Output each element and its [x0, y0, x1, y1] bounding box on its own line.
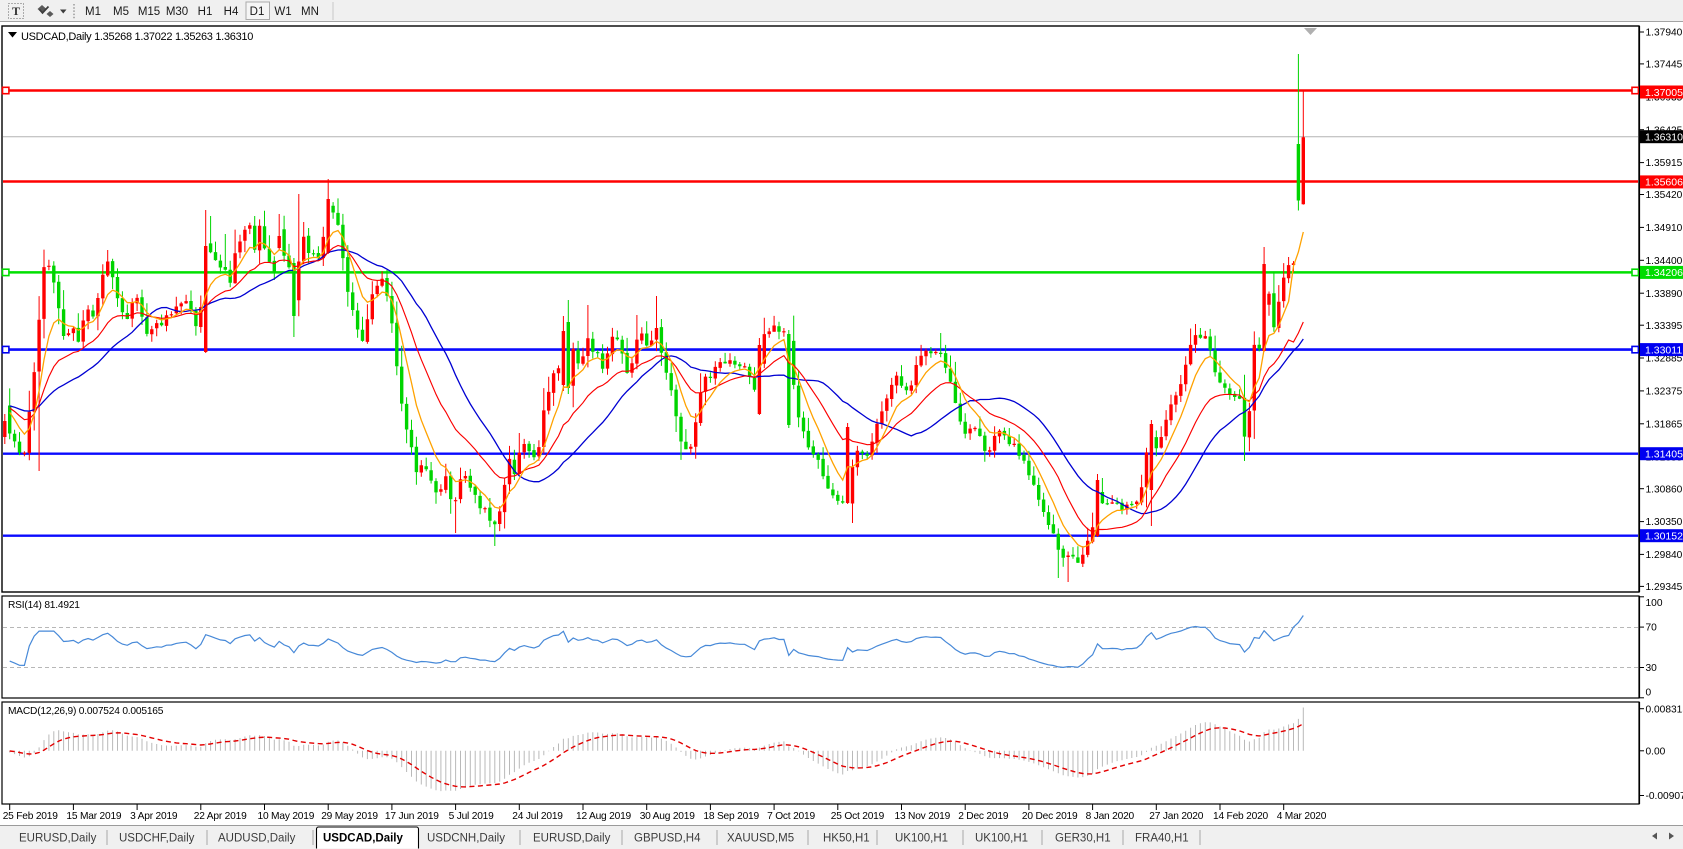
- svg-text:AUDUSD,Daily: AUDUSD,Daily: [218, 833, 296, 845]
- svg-text:4 Mar 2020: 4 Mar 2020: [1277, 811, 1327, 822]
- svg-text:USDCAD,Daily 1.35268 1.37022: USDCAD,Daily 1.35268 1.37022 1.35263 1.3…: [21, 31, 253, 43]
- svg-text:10 May 2019: 10 May 2019: [258, 811, 315, 822]
- svg-text:30: 30: [1646, 663, 1658, 674]
- svg-text:14 Feb 2020: 14 Feb 2020: [1213, 811, 1269, 822]
- svg-text:W1: W1: [274, 6, 291, 18]
- svg-text:1.32375: 1.32375: [1646, 387, 1683, 398]
- svg-text:0.00: 0.00: [1646, 746, 1666, 757]
- svg-text:RSI(14) 81.4921: RSI(14) 81.4921: [8, 600, 80, 611]
- svg-text:1.35420: 1.35420: [1646, 190, 1683, 201]
- svg-text:GBPUSD,H4: GBPUSD,H4: [634, 833, 701, 845]
- svg-text:1.31405: 1.31405: [1645, 449, 1683, 461]
- svg-text:25 Oct 2019: 25 Oct 2019: [831, 811, 885, 822]
- svg-text:22 Apr 2019: 22 Apr 2019: [194, 811, 247, 822]
- svg-text:USDCHF,Daily: USDCHF,Daily: [119, 833, 195, 845]
- svg-text:17 Jun 2019: 17 Jun 2019: [385, 811, 439, 822]
- svg-text:EURUSD,Daily: EURUSD,Daily: [19, 833, 97, 845]
- svg-text:M1: M1: [85, 6, 101, 18]
- svg-text:1.31865: 1.31865: [1646, 419, 1683, 430]
- svg-text:5 Jul 2019: 5 Jul 2019: [449, 811, 495, 822]
- svg-text:1.37445: 1.37445: [1646, 60, 1683, 71]
- svg-text:UK100,H1: UK100,H1: [895, 833, 948, 845]
- svg-text:25 Feb 2019: 25 Feb 2019: [3, 811, 59, 822]
- svg-text:1.33890: 1.33890: [1646, 289, 1683, 300]
- svg-text:H1: H1: [198, 6, 213, 18]
- svg-text:20 Dec 2019: 20 Dec 2019: [1022, 811, 1078, 822]
- svg-text:100: 100: [1646, 598, 1663, 609]
- svg-text:24 Jul 2019: 24 Jul 2019: [512, 811, 563, 822]
- svg-text:1.33011: 1.33011: [1645, 344, 1682, 356]
- svg-text:1.29345: 1.29345: [1646, 582, 1683, 593]
- svg-text:1.35606: 1.35606: [1645, 177, 1683, 189]
- svg-text:27 Jan 2020: 27 Jan 2020: [1149, 811, 1203, 822]
- svg-text:M5: M5: [113, 6, 129, 18]
- svg-text:12 Aug 2019: 12 Aug 2019: [576, 811, 632, 822]
- svg-text:13 Nov 2019: 13 Nov 2019: [895, 811, 951, 822]
- svg-text:1.35915: 1.35915: [1646, 158, 1683, 169]
- svg-text:7 Oct 2019: 7 Oct 2019: [767, 811, 815, 822]
- svg-text:USDCAD,Daily: USDCAD,Daily: [323, 833, 403, 845]
- svg-text:HK50,H1: HK50,H1: [823, 833, 870, 845]
- svg-text:1.34400: 1.34400: [1646, 256, 1683, 267]
- svg-text:18 Sep 2019: 18 Sep 2019: [703, 811, 759, 822]
- svg-text:1.29840: 1.29840: [1646, 550, 1683, 561]
- svg-text:1.30350: 1.30350: [1646, 517, 1683, 528]
- svg-text:1.36310: 1.36310: [1645, 132, 1683, 144]
- svg-text:XAUUSD,M5: XAUUSD,M5: [727, 833, 794, 845]
- svg-text:1.33395: 1.33395: [1646, 321, 1683, 332]
- svg-text:1.30152: 1.30152: [1645, 531, 1683, 543]
- svg-text:2 Dec 2019: 2 Dec 2019: [958, 811, 1009, 822]
- svg-text:MACD(12,26,9) 0.007524 0.00516: MACD(12,26,9) 0.007524 0.005165: [8, 706, 164, 717]
- svg-text:15 Mar 2019: 15 Mar 2019: [66, 811, 122, 822]
- svg-text:USDCNH,Daily: USDCNH,Daily: [427, 833, 505, 845]
- svg-text:T: T: [12, 4, 20, 18]
- svg-text:0.008315: 0.008315: [1646, 704, 1683, 715]
- svg-text:1.34206: 1.34206: [1645, 267, 1683, 279]
- svg-text:M30: M30: [166, 6, 188, 18]
- svg-text:-0.009071: -0.009071: [1646, 791, 1683, 802]
- svg-text:EURUSD,Daily: EURUSD,Daily: [533, 833, 611, 845]
- svg-text:D1: D1: [250, 6, 265, 18]
- svg-text:1.32885: 1.32885: [1646, 354, 1683, 365]
- svg-text:MN: MN: [301, 6, 319, 18]
- svg-text:H4: H4: [224, 6, 239, 18]
- svg-text:29 May 2019: 29 May 2019: [321, 811, 378, 822]
- svg-text:GER30,H1: GER30,H1: [1055, 833, 1111, 845]
- svg-text:0: 0: [1646, 688, 1652, 699]
- svg-text:3 Apr 2019: 3 Apr 2019: [130, 811, 178, 822]
- svg-text:1.37005: 1.37005: [1645, 87, 1683, 99]
- svg-text:70: 70: [1646, 623, 1658, 634]
- svg-text:UK100,H1: UK100,H1: [975, 833, 1028, 845]
- svg-text:1.30860: 1.30860: [1646, 484, 1683, 495]
- svg-text:FRA40,H1: FRA40,H1: [1135, 833, 1189, 845]
- svg-text:1.34910: 1.34910: [1646, 223, 1683, 234]
- svg-text:1.37940: 1.37940: [1646, 28, 1683, 39]
- svg-text:30 Aug 2019: 30 Aug 2019: [640, 811, 696, 822]
- svg-text:8 Jan 2020: 8 Jan 2020: [1086, 811, 1135, 822]
- svg-text:M15: M15: [138, 6, 160, 18]
